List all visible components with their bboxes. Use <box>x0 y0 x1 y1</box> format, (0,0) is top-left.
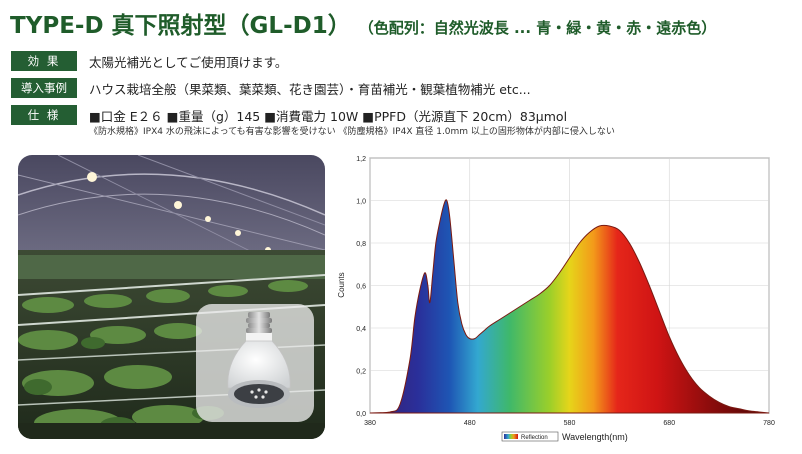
x-tick-label: 480 <box>464 420 476 427</box>
x-tick-label: 780 <box>763 420 775 427</box>
page-subtitle: （色配列：自然光波長 ... 青・緑・黄・赤・遠赤色） <box>358 19 717 37</box>
y-tick-label: 0,2 <box>356 369 366 376</box>
y-tick-label: 1,2 <box>356 156 366 163</box>
spec-text-specification: ■口金 E２６ ■重量（g）145 ■消費電力 10W ■PPFD（光源直下 2… <box>89 108 568 124</box>
spectrum-chart-svg: 0,0 0,2 0,4 0,6 0,8 1,0 1,2 380 480 580 680 780 Co… <box>337 156 775 442</box>
spectrum-chart: 0,0 0,2 0,4 0,6 0,8 1,0 1,2 380 480 580 680 780 Co… <box>330 150 800 450</box>
y-tick-label: 1,0 <box>356 199 366 206</box>
legend-label: Reflection <box>521 435 548 441</box>
legend-box <box>501 431 559 442</box>
y-tick-label: 0,6 <box>356 284 366 291</box>
greenhouse-photo <box>18 155 325 439</box>
reflection-series-area <box>369 199 770 414</box>
protection-note: 《防水規格》IPX4 水の飛沫によっても有害な影響を受けない 《防塵規格》IP4… <box>89 127 615 137</box>
spec-label-specification: 仕 様 <box>11 105 77 125</box>
greenhouse-illustration <box>18 155 325 439</box>
x-axis-label: Wavelength(nm) <box>562 432 628 442</box>
spec-row-cases: 導入事例 ハウス栽培全般（果菜類、葉菜類、花き園芸）・育苗補光・観葉植物補光 e… <box>11 77 531 99</box>
legend-swatch <box>504 434 518 439</box>
x-tick-label: 580 <box>564 420 576 427</box>
bulb-inset <box>196 304 314 422</box>
spec-row-effect: 効 果 太陽光補光としてご使用頂けます。 <box>11 50 287 72</box>
x-tick-labels: 380 480 580 680 780 <box>364 420 775 427</box>
spec-label-effect: 効 果 <box>11 51 77 71</box>
spec-text-effect: 太陽光補光としてご使用頂けます。 <box>89 54 288 70</box>
spec-label-cases: 導入事例 <box>11 78 77 98</box>
y-tick-labels: 0,0 0,2 0,4 0,6 0,8 1,0 1,2 <box>356 156 366 418</box>
led-bulb-icon <box>227 312 291 408</box>
page-title-row: TYPE-D 真下照射型（GL-D1） （色配列：自然光波長 ... 青・緑・黄… <box>10 6 717 39</box>
y-tick-label: 0,4 <box>356 326 366 333</box>
y-axis-label: Counts <box>337 272 346 297</box>
y-tick-label: 0,8 <box>356 241 366 248</box>
x-tick-label: 380 <box>364 420 376 427</box>
spec-text-cases: ハウス栽培全般（果菜類、葉菜類、花き園芸）・育苗補光・観葉植物補光 etc... <box>89 81 531 97</box>
spec-row-specification: 仕 様 ■口金 E２６ ■重量（g）145 ■消費電力 10W ■PPFD（光源… <box>11 104 567 126</box>
y-tick-label: 0,0 <box>356 411 366 418</box>
x-tick-label: 680 <box>663 420 675 427</box>
page-title: TYPE-D 真下照射型（GL-D1） <box>10 13 351 39</box>
